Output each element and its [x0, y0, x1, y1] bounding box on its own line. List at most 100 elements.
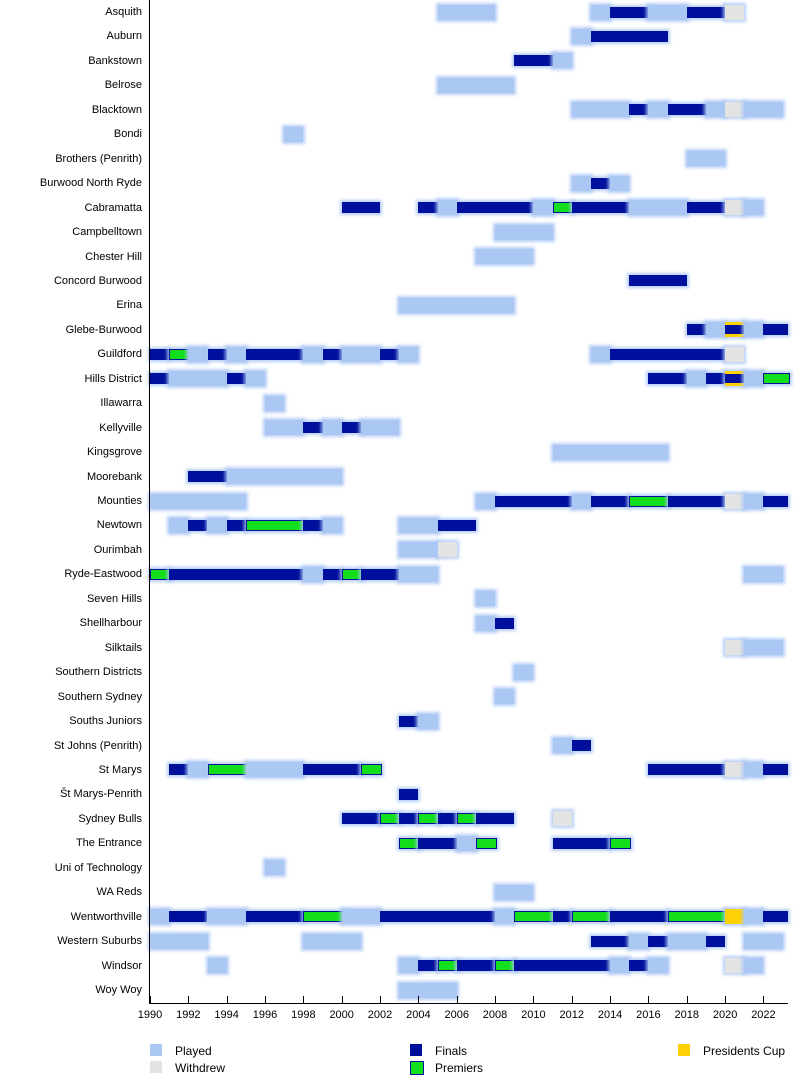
- bar-segment-premiers: [303, 911, 344, 923]
- bar-segment-played: [495, 909, 515, 925]
- bar-segment-played: [188, 762, 208, 778]
- bar-segment-played: [744, 102, 783, 118]
- bar-segment-played: [590, 346, 611, 362]
- axis-tick: [150, 996, 151, 1003]
- team-label: Mounties: [97, 495, 142, 507]
- team-label: Brothers (Penrith): [55, 152, 142, 165]
- bar-segment-finals: [629, 275, 687, 287]
- bar-segment-played: [705, 322, 726, 338]
- axis-tick-label: 1998: [291, 1009, 316, 1021]
- bar-segment-finals: [763, 495, 789, 507]
- axis-tick-label: 2012: [559, 1009, 584, 1021]
- team-label: Blacktown: [91, 103, 142, 116]
- bar-segment-finals: [590, 30, 668, 42]
- bar-segment-finals: [399, 813, 419, 825]
- bar-segment-finals: [207, 348, 227, 360]
- team-label: Belrose: [104, 79, 142, 92]
- bar-segment-premiers: [169, 348, 191, 360]
- bar-segment-premiers: [207, 764, 248, 776]
- bar-segment-played: [150, 909, 170, 925]
- bar-segment-played: [207, 517, 227, 533]
- axis-tick-label: 2022: [751, 1009, 776, 1021]
- axis-tick-label: 2006: [444, 1009, 469, 1021]
- bar-segment-played: [399, 542, 438, 558]
- bar-segment-finals: [648, 764, 726, 776]
- bar-segment-played: [648, 102, 668, 118]
- team-label: Auburn: [106, 30, 142, 43]
- bar-segment-played: [437, 77, 515, 93]
- team-label: Seven Hills: [86, 592, 142, 605]
- axis-tick-label: 2018: [674, 1009, 699, 1021]
- legend-label-presidents_cup: Presidents Cup: [703, 1044, 786, 1058]
- bar-segment-finals: [322, 348, 342, 360]
- team-label: Glebe-Burwood: [65, 323, 142, 336]
- team-label: Asquith: [105, 6, 142, 18]
- axis-tick: [303, 996, 305, 1003]
- bar-segment-played: [475, 249, 534, 264]
- bar-segment-played: [744, 371, 764, 387]
- bar-segment-finals: [763, 324, 789, 336]
- axis-tick: [418, 996, 420, 1003]
- bar-segment-played: [303, 346, 323, 362]
- bar-segment-withdrew: [725, 102, 745, 118]
- legend-swatch-withdrew: [150, 1061, 162, 1073]
- bar-segment-finals: [169, 911, 208, 923]
- axis-tick: [763, 996, 765, 1003]
- bar-segment-played: [150, 493, 246, 509]
- bar-segment-played: [360, 420, 400, 436]
- bar-segment-played: [648, 958, 668, 974]
- bar-segment-withdrew: [725, 640, 745, 656]
- legend-label-premiers: Premiers: [435, 1061, 484, 1075]
- bar-segment-premiers: [571, 911, 613, 923]
- bar-segment-played: [284, 126, 304, 142]
- bar-segment-premiers: [399, 837, 421, 849]
- bar-segment-finals: [360, 568, 400, 580]
- bar-segment-premiers: [437, 960, 459, 972]
- bar-segment-played: [667, 933, 706, 949]
- axis-tick-label: 2004: [406, 1009, 431, 1021]
- bar-segment-played: [437, 4, 496, 20]
- bar-segment-played: [418, 713, 438, 729]
- team-label: Ryde-Eastwood: [64, 568, 142, 581]
- axis-tick: [610, 996, 612, 1003]
- bar-segment-played: [744, 909, 764, 925]
- bar-segment-played: [629, 933, 649, 949]
- bar-segment-played: [475, 615, 496, 631]
- x-axis-line: [149, 1003, 789, 1004]
- bar-segment-premiers: [360, 764, 383, 776]
- bar-segment-finals: [226, 519, 246, 531]
- bar-segment-finals: [610, 911, 668, 923]
- bar-segment-played: [437, 200, 457, 216]
- team-label: WA Reds: [96, 886, 142, 899]
- bar-segment-played: [590, 4, 611, 20]
- axis-tick-label: 2014: [597, 1009, 623, 1021]
- bar-segment-finals: [667, 495, 726, 507]
- bar-segment-finals: [495, 495, 572, 507]
- bar-segment-finals: [456, 202, 534, 214]
- bar-segment-played: [322, 420, 342, 436]
- bar-segment-played: [188, 346, 208, 362]
- axis-tick-label: 2016: [636, 1009, 661, 1021]
- bar-segment-played: [399, 346, 419, 362]
- team-label: Hills District: [84, 372, 142, 385]
- bar-segment-played: [207, 958, 227, 974]
- bar-segment-withdrew: [725, 346, 745, 362]
- bar-segment-finals: [303, 764, 361, 776]
- bar-segment-finals: [437, 519, 476, 531]
- bar-segment-played: [571, 28, 591, 44]
- bar-segment-finals: [341, 813, 381, 825]
- bar-segment-played: [226, 346, 246, 362]
- bar-segment-played: [495, 689, 515, 705]
- team-label: Guildford: [97, 348, 142, 361]
- bar-segment-played: [169, 371, 227, 387]
- bar-segment-premiers: [629, 495, 670, 507]
- bar-segment-finals: [495, 617, 515, 629]
- bar-segment-played: [475, 591, 496, 607]
- bar-segment-finals: [648, 373, 687, 385]
- legend-label-finals: Finals: [435, 1044, 468, 1058]
- legend-label-played: Played: [175, 1044, 212, 1058]
- bar-segment-finals: [341, 202, 381, 214]
- bar-segment-finals: [552, 837, 611, 849]
- bar-segment-premiers: [667, 911, 728, 923]
